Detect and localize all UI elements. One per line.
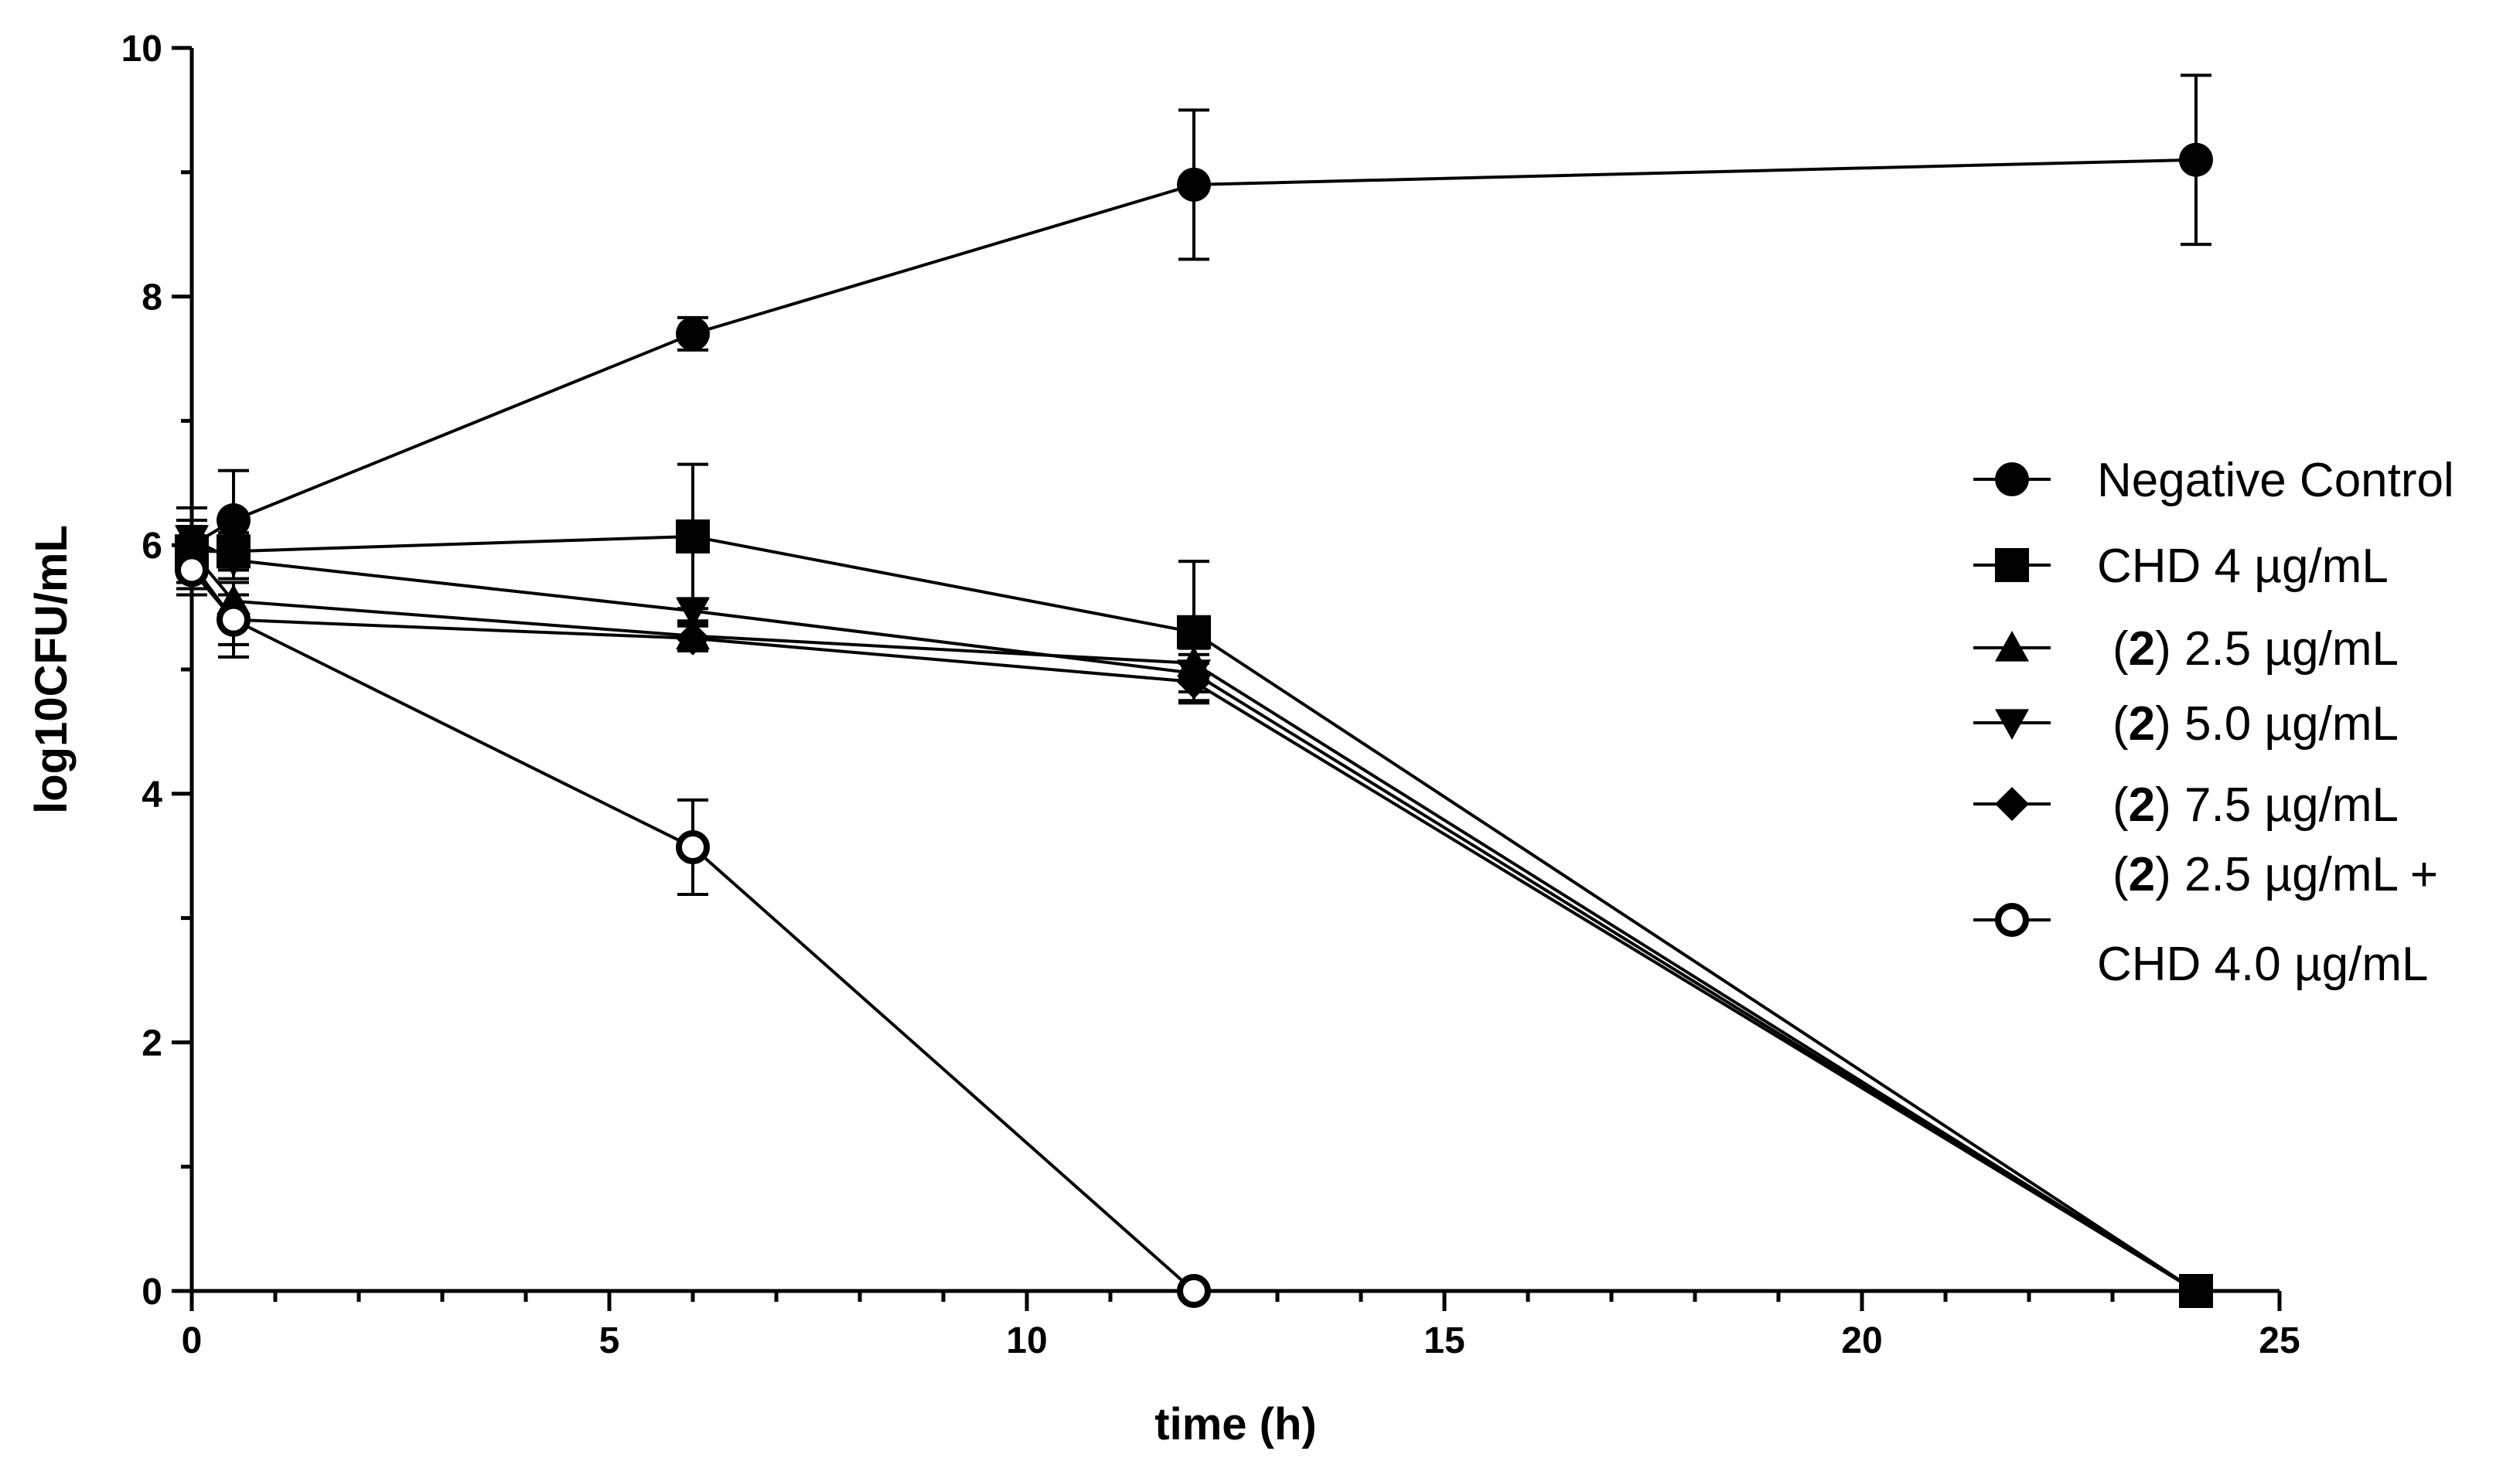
legend-label-part: 2 — [2129, 697, 2155, 751]
legend-label: (2) 2.5 µg/mL + — [2113, 848, 2438, 901]
legend-label: (2) 7.5 µg/mL — [2113, 778, 2399, 832]
data-point — [217, 503, 251, 538]
legend-label-part: ) 2.5 µg/mL + — [2155, 848, 2438, 901]
legend-marker — [1995, 787, 2029, 821]
y-tick-label: 2 — [142, 1023, 162, 1064]
x-tick-label: 25 — [2259, 1320, 2300, 1361]
data-point — [676, 519, 710, 553]
data-point — [676, 597, 710, 628]
data-point — [676, 316, 710, 351]
data-point — [676, 829, 710, 864]
legend-label-part: 2 — [2129, 622, 2155, 676]
legend-label-part: ( — [2113, 778, 2129, 832]
legend-label: (2) 5.0 µg/mL — [2113, 697, 2399, 751]
legend-label-part: ( — [2113, 622, 2129, 676]
x-tick-label: 0 — [182, 1320, 203, 1361]
series-line — [190, 569, 1195, 1293]
legend-marker — [1995, 631, 2029, 662]
legend-label-part: ) 2.5 µg/mL — [2155, 622, 2399, 676]
data-point — [676, 621, 710, 656]
plot-area — [175, 73, 2213, 1308]
legend-label: (2) 2.5 µg/mL — [2113, 622, 2399, 676]
legend-entry-0: Negative Control — [1973, 454, 2454, 507]
legend-label-part: ) 5.0 µg/mL — [2155, 697, 2399, 751]
legend-entry-4: (2) 7.5 µg/mL — [1973, 778, 2399, 832]
data-point — [1177, 615, 1211, 649]
legend-entry-3: (2) 5.0 µg/mL — [1973, 697, 2399, 751]
series-0 — [175, 73, 2213, 584]
legend-marker — [1995, 903, 2029, 937]
data-point — [1177, 665, 1211, 700]
legend-entry-5: (2) 2.5 µg/mL + CHD 4.0 µg/mL — [1973, 848, 2438, 991]
data-point — [2179, 1274, 2213, 1308]
y-tick-label: 10 — [121, 29, 162, 70]
data-point — [2179, 142, 2213, 177]
legend-marker — [1995, 709, 2029, 740]
legend-marker — [1995, 462, 2029, 496]
legend-label-part: ( — [2113, 848, 2129, 901]
x-tick-label: 10 — [1006, 1320, 1047, 1361]
legend-entry-2: (2) 2.5 µg/mL — [1973, 622, 2399, 676]
y-tick-label: 8 — [142, 278, 162, 318]
y-axis-title: log10CFU/mL — [26, 525, 77, 814]
y-tick-label: 6 — [142, 526, 162, 567]
series-1 — [175, 462, 2213, 1308]
x-axis-title: time (h) — [1154, 1399, 1316, 1449]
legend-label-line2: CHD 4.0 µg/mL — [2097, 938, 2429, 991]
legend-label: CHD 4 µg/mL — [2097, 540, 2389, 593]
legend-marker — [1995, 548, 2029, 582]
data-point — [1177, 167, 1211, 202]
x-tick-label: 20 — [1841, 1320, 1882, 1361]
data-point — [1177, 1274, 1211, 1308]
x-tick-label: 15 — [1424, 1320, 1465, 1361]
data-point — [217, 546, 251, 577]
data-point — [217, 602, 251, 637]
legend-label-part: 2 — [2129, 848, 2155, 901]
legend-label-part: 2 — [2129, 778, 2155, 832]
y-tick-label: 0 — [142, 1272, 162, 1313]
axes: 0 2 4 6 8 10 0 5 10 15 20 25 time (h) log10CFU/mL — [26, 29, 2300, 1449]
x-tick-label: 5 — [599, 1320, 620, 1361]
series-5 — [175, 543, 1211, 1308]
legend-label-part: ( — [2113, 697, 2129, 751]
y-tick-label: 4 — [142, 775, 162, 816]
legend-entry-1: CHD 4 µg/mL — [1973, 540, 2389, 593]
legend-label: Negative Control — [2097, 454, 2454, 507]
legend-label-part: ) 7.5 µg/mL — [2155, 778, 2399, 832]
data-point — [175, 553, 209, 588]
